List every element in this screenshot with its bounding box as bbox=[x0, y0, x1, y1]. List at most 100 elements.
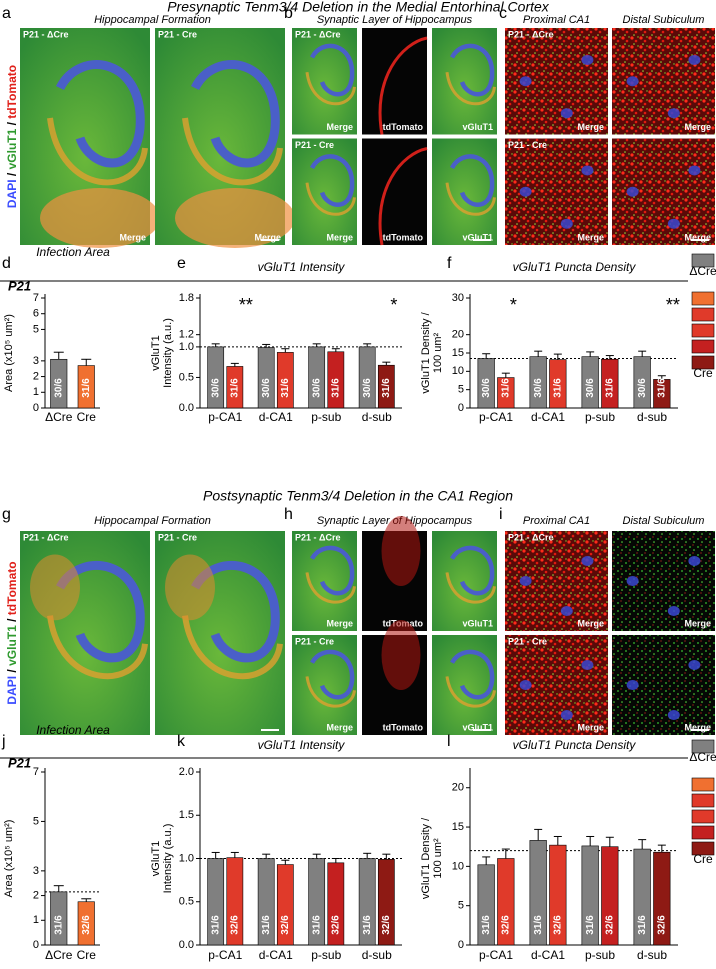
micrograph bbox=[432, 531, 497, 631]
x-tick-label: p-sub bbox=[311, 948, 341, 962]
y-tick-label: 2 bbox=[33, 889, 39, 901]
y-tick-label: 5 bbox=[33, 815, 39, 827]
y-tick-label: 15 bbox=[452, 347, 464, 359]
panel-title: Synaptic Layer of Hippocampus bbox=[317, 14, 473, 26]
legend-swatch bbox=[691, 825, 715, 840]
n-label: 30/6 bbox=[210, 378, 221, 398]
cell-layer bbox=[305, 182, 356, 216]
n-label: 31/6 bbox=[81, 378, 92, 398]
y-tick-label: 10 bbox=[452, 365, 464, 377]
x-tick-label: p-sub bbox=[585, 410, 615, 424]
y-tick-label: 0 bbox=[458, 402, 464, 414]
cell-layer bbox=[47, 117, 148, 186]
panel-title: Proximal CA1 bbox=[523, 515, 590, 527]
n-label: 30/6 bbox=[481, 378, 492, 398]
infected-region bbox=[40, 188, 160, 248]
y-tick-label: 0.5 bbox=[179, 896, 194, 908]
x-tick-label: p-sub bbox=[311, 410, 341, 424]
micrograph bbox=[292, 28, 357, 135]
panel-title: Distal Subiculum bbox=[623, 515, 705, 527]
x-tick-label: ΔCre bbox=[45, 410, 73, 424]
image-tag: P21 - Cre bbox=[295, 140, 334, 150]
n-label: 30/6 bbox=[261, 378, 272, 398]
nucleus bbox=[581, 660, 594, 670]
n-label: 31/6 bbox=[637, 915, 648, 935]
image-bg bbox=[362, 28, 427, 135]
nucleus bbox=[626, 186, 639, 197]
n-label: 32/6 bbox=[229, 915, 240, 935]
micrograph bbox=[20, 531, 150, 735]
n-label: 32/6 bbox=[381, 915, 392, 935]
cell-layer bbox=[309, 43, 355, 97]
micrograph bbox=[432, 138, 497, 245]
y-axis-label: Area (x10⁵ um²) bbox=[3, 314, 15, 392]
n-label: 32/6 bbox=[656, 915, 667, 935]
nucleus bbox=[667, 710, 680, 720]
x-tick-label: d-CA1 bbox=[531, 948, 565, 962]
micrograph bbox=[292, 531, 357, 631]
nucleus bbox=[667, 606, 680, 616]
significance: ** bbox=[239, 295, 253, 315]
image-tag: P21 - Cre bbox=[158, 29, 197, 39]
nucleus bbox=[581, 556, 594, 566]
panel-label: g bbox=[2, 506, 11, 523]
micrograph bbox=[612, 138, 715, 245]
nucleus bbox=[581, 165, 594, 176]
y-axis-label: vGluT1 Density / bbox=[420, 311, 432, 393]
chart-label: k bbox=[177, 733, 186, 750]
y-tick-label: 20 bbox=[452, 782, 464, 794]
y-tick-label: 1.2 bbox=[179, 329, 194, 341]
side-label-part: tdTomato bbox=[5, 561, 19, 615]
micrograph bbox=[292, 138, 357, 245]
legend-swatch bbox=[691, 291, 715, 306]
micrograph bbox=[432, 28, 497, 135]
micrograph bbox=[505, 531, 608, 631]
nucleus bbox=[688, 165, 701, 176]
n-label: 31/6 bbox=[210, 915, 221, 935]
panel-title: Hippocampal Formation bbox=[94, 515, 211, 527]
y-axis-label: 100 um² bbox=[432, 838, 444, 879]
panel-label: i bbox=[499, 506, 503, 523]
n-label: 30/6 bbox=[311, 378, 322, 398]
cell-layer bbox=[56, 561, 145, 663]
image-tag: vGluT1 bbox=[462, 122, 493, 132]
y-tick-label: 20 bbox=[452, 329, 464, 341]
panel-label: b bbox=[284, 5, 293, 22]
y-tick-label: 1.0 bbox=[179, 852, 194, 864]
nucleus bbox=[626, 76, 639, 87]
infected-region bbox=[30, 554, 80, 621]
legend-swatch bbox=[691, 339, 715, 354]
nucleus bbox=[581, 54, 594, 65]
y-axis-label: 100 um² bbox=[432, 332, 444, 373]
n-label: 31/6 bbox=[585, 915, 596, 935]
micrograph bbox=[505, 635, 608, 735]
infected-region bbox=[175, 188, 295, 248]
image-tag: Merge bbox=[326, 722, 353, 732]
n-label: 31/6 bbox=[53, 915, 64, 935]
x-tick-label: p-CA1 bbox=[479, 410, 513, 424]
y-tick-label: 1 bbox=[33, 914, 39, 926]
nucleus bbox=[519, 76, 532, 87]
significance: * bbox=[390, 295, 397, 315]
x-tick-label: p-sub bbox=[585, 948, 615, 962]
image-tag: P21 - Cre bbox=[508, 636, 547, 646]
panel-label: a bbox=[2, 5, 11, 22]
nucleus bbox=[626, 576, 639, 586]
cell-layer bbox=[445, 182, 496, 216]
cell-layer bbox=[190, 60, 280, 168]
legend-label: Cre bbox=[693, 852, 713, 866]
y-tick-label: 2 bbox=[33, 370, 39, 382]
image-bg bbox=[432, 635, 497, 735]
x-tick-label: p-CA1 bbox=[208, 948, 242, 962]
micrograph bbox=[612, 28, 715, 135]
legend-swatch bbox=[691, 323, 715, 338]
nucleus bbox=[560, 218, 573, 229]
x-tick-label: d-sub bbox=[362, 410, 392, 424]
nucleus bbox=[626, 680, 639, 690]
cell-layer bbox=[445, 71, 496, 106]
image-tag: vGluT1 bbox=[462, 618, 493, 628]
y-axis-label: vGluT1 bbox=[150, 841, 162, 876]
image-tag: P21 - Cre bbox=[158, 532, 197, 542]
legend-label: Cre bbox=[693, 366, 713, 380]
